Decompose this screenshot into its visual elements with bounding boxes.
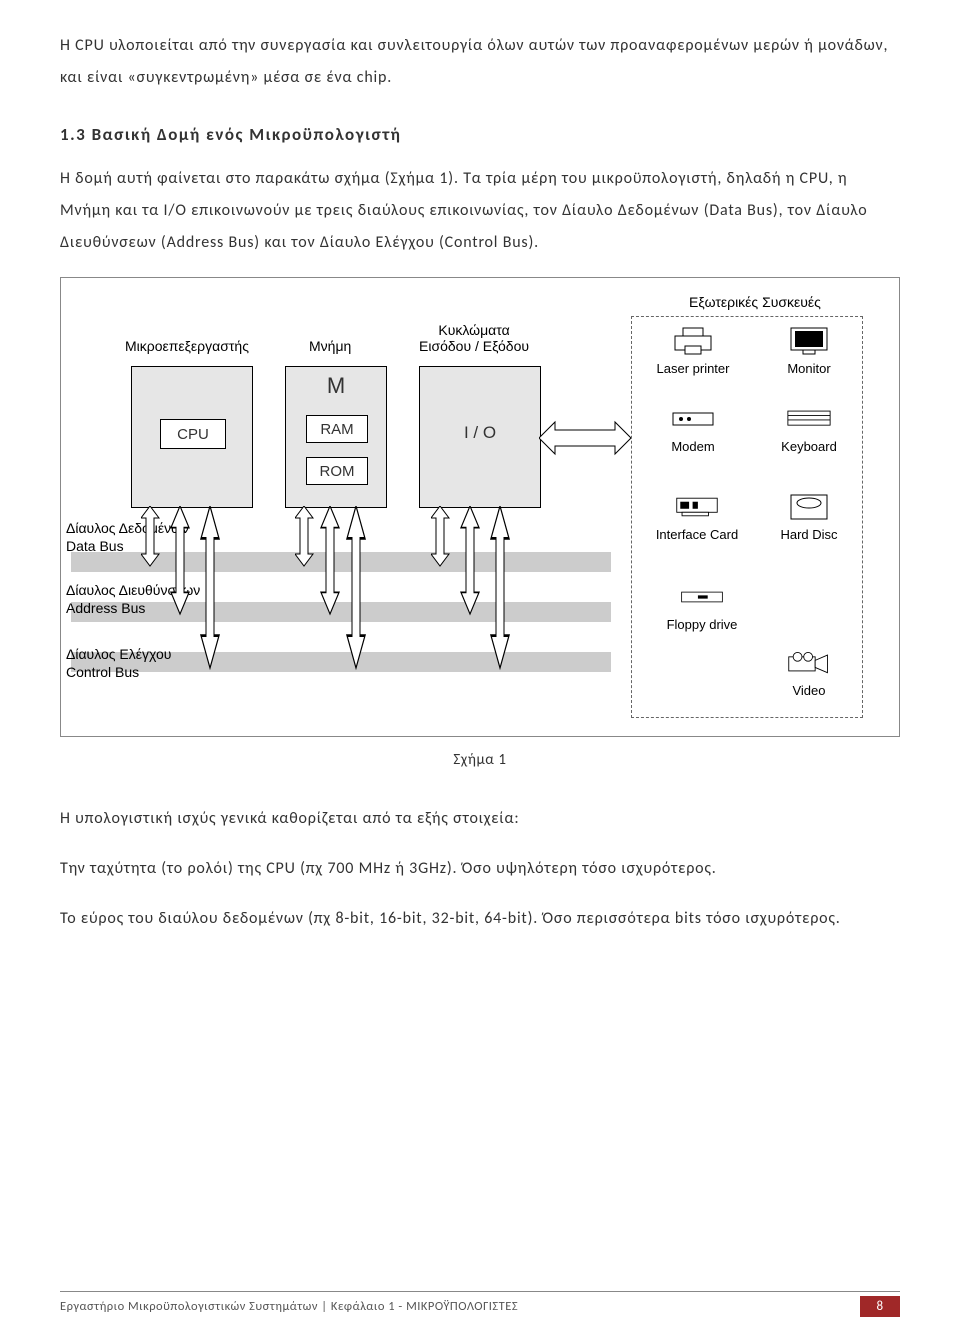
device-video-label: Video xyxy=(763,683,855,698)
structure-paragraph: Η δομή αυτή φαίνεται στο παρακάτω σχήμα … xyxy=(60,163,900,259)
page-footer: Εργαστήριο Μικροϋπολογιστικών Συστημάτων… xyxy=(60,1291,900,1317)
device-hdd: Hard Disc xyxy=(763,492,855,542)
figure-caption: Σχήμα 1 xyxy=(60,751,900,769)
footer-rule xyxy=(60,1291,900,1292)
memory-block: M RAM ROM xyxy=(285,366,387,508)
printer-icon xyxy=(671,326,715,356)
memory-big-label: M xyxy=(286,373,386,399)
device-floppy-label: Floppy drive xyxy=(647,617,757,632)
external-devices-title: Εξωτερικές Συσκευές xyxy=(689,294,821,310)
cpu-speed-paragraph: Την ταχύτητα (το ρολόι) της CPU (πχ 700 … xyxy=(60,853,900,885)
after-figure-paragraph: Η υπολογιστική ισχύς γενικά καθορίζεται … xyxy=(60,803,900,835)
intro-paragraph: Η CPU υλοποιείται από την συνεργασία και… xyxy=(60,30,900,94)
io-external-arrow xyxy=(539,418,631,458)
io-column-label: Κυκλώματα Εισόδου / Εξόδου xyxy=(419,322,529,354)
cpu-bus-arrows xyxy=(141,506,241,676)
memory-column-label: Μνήμη xyxy=(309,338,351,354)
microcomputer-diagram: Εξωτερικές Συσκευές Μικροεπεξεργαστής Μν… xyxy=(71,292,889,726)
section-heading: 1.3 Βασική Δομή ενός Μικροϋπολογιστή xyxy=(60,124,900,145)
device-monitor-label: Monitor xyxy=(763,361,855,376)
device-iface: Interface Card xyxy=(647,492,747,542)
rom-label-box: ROM xyxy=(306,457,368,485)
device-modem-label: Modem xyxy=(647,439,739,454)
floppy-icon xyxy=(680,582,724,612)
cpu-block: CPU xyxy=(131,366,253,508)
device-hdd-label: Hard Disc xyxy=(763,527,855,542)
device-video: Video xyxy=(763,648,855,698)
mem-bus-arrows xyxy=(295,506,385,676)
device-floppy: Floppy drive xyxy=(647,582,757,632)
ram-label-box: RAM xyxy=(306,415,368,443)
cpu-label-box: CPU xyxy=(160,419,226,449)
figure-frame: Εξωτερικές Συσκευές Μικροεπεξεργαστής Μν… xyxy=(60,277,900,737)
modem-icon xyxy=(671,404,715,434)
monitor-icon xyxy=(787,326,831,356)
device-keyboard-label: Keyboard xyxy=(763,439,855,454)
device-iface-label: Interface Card xyxy=(647,527,747,542)
io-block: I / O xyxy=(419,366,541,508)
device-modem: Modem xyxy=(647,404,739,454)
card-icon xyxy=(675,492,719,522)
io-bus-arrows xyxy=(431,506,531,676)
device-printer: Laser printer xyxy=(647,326,739,376)
video-icon xyxy=(787,648,831,678)
device-monitor: Monitor xyxy=(763,326,855,376)
footer-text: Εργαστήριο Μικροϋπολογιστικών Συστημάτων… xyxy=(60,1299,518,1314)
device-printer-label: Laser printer xyxy=(647,361,739,376)
io-label-box: I / O xyxy=(450,419,510,447)
bus-width-paragraph: Το εύρος του διαύλου δεδομένων (πχ 8-bit… xyxy=(60,903,900,935)
keyboard-icon xyxy=(787,404,831,434)
hdd-icon xyxy=(787,492,831,522)
cpu-column-label: Μικροεπεξεργαστής xyxy=(125,338,249,354)
page-number: 8 xyxy=(860,1296,900,1317)
device-keyboard: Keyboard xyxy=(763,404,855,454)
